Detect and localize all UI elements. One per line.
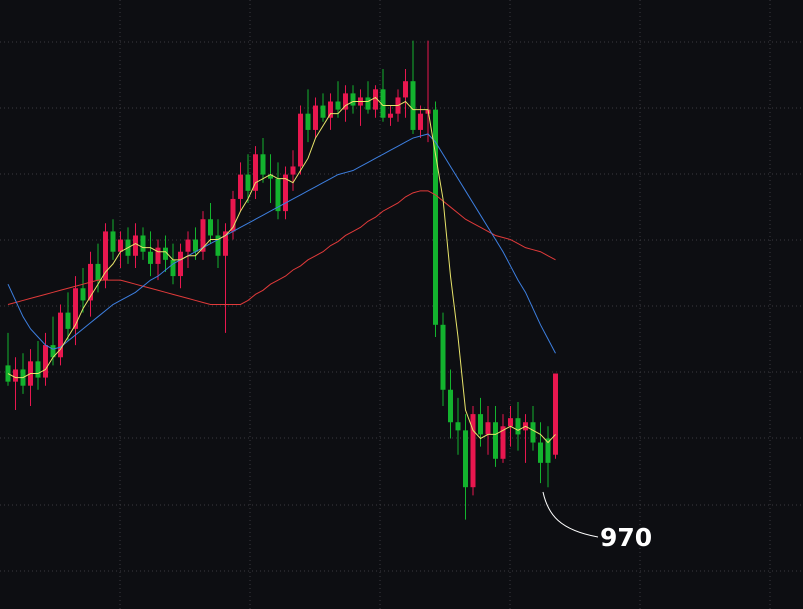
candle-body: [95, 263, 101, 281]
candle-body: [538, 442, 543, 463]
candle-body: [290, 166, 296, 175]
candle-body: [275, 178, 281, 212]
moving-average-line: [7, 96, 556, 444]
candle-body: [388, 113, 393, 118]
candle-body: [230, 198, 236, 232]
candle-body: [283, 174, 288, 212]
candle-body: [553, 373, 558, 455]
candle-body: [5, 365, 11, 382]
candle-body: [155, 247, 161, 264]
candle-body: [200, 219, 206, 252]
candle-body: [80, 288, 86, 301]
candle-body: [373, 89, 378, 110]
candle-body: [268, 174, 273, 179]
candle-body: [335, 101, 341, 110]
candle-body: [193, 239, 198, 252]
candle-body: [163, 247, 168, 260]
candle-body: [73, 288, 78, 329]
candle-body: [343, 93, 348, 110]
candle-body: [365, 97, 371, 110]
candle-body: [455, 422, 461, 431]
annotation-arrow: [542, 491, 599, 538]
candle-body: [380, 89, 386, 118]
annotation: 970: [600, 523, 652, 552]
candle-body: [350, 93, 356, 106]
candle-body: [58, 312, 63, 358]
moving-average-line: [7, 133, 556, 354]
candle-body: [508, 418, 513, 427]
plot: [5, 40, 558, 520]
candle-body: [178, 251, 183, 277]
candle-body: [500, 426, 506, 459]
candle-body: [298, 113, 303, 167]
candle-body: [245, 174, 251, 191]
candle-body: [320, 105, 326, 118]
candle-body: [470, 414, 476, 488]
candle-body: [260, 154, 266, 175]
candle-body: [118, 239, 123, 252]
candle-body: [485, 422, 491, 435]
candle-body: [433, 109, 438, 325]
candle-body: [440, 324, 446, 390]
candle-body: [448, 389, 453, 423]
candle-body: [238, 174, 243, 199]
candle-body: [13, 369, 18, 382]
candle-body: [493, 422, 498, 459]
candle-body: [545, 438, 551, 463]
candle-body: [305, 113, 311, 130]
candle-body: [185, 239, 191, 252]
candle-body: [403, 81, 408, 98]
candle-body: [148, 251, 153, 264]
candle-body: [110, 231, 116, 252]
moving-average-line: [7, 190, 556, 305]
candle-body: [478, 414, 483, 435]
candle-body: [253, 154, 258, 191]
candle-body: [43, 345, 48, 378]
candle-body: [35, 361, 41, 378]
candle-body: [418, 113, 423, 130]
candle-body: [65, 312, 71, 329]
candle-body: [140, 235, 146, 252]
candle-body: [133, 235, 138, 256]
candle-body: [328, 101, 333, 118]
candle-body: [530, 422, 536, 443]
candle-body: [215, 235, 221, 256]
candle-body: [223, 231, 228, 256]
candle-body: [463, 430, 468, 488]
candle-body: [515, 418, 521, 435]
candle-body: [313, 105, 318, 130]
candle-body: [170, 259, 176, 277]
candle-body: [50, 345, 56, 358]
candle-body: [410, 81, 416, 130]
candle-body: [208, 219, 213, 236]
candle-body: [103, 231, 108, 281]
